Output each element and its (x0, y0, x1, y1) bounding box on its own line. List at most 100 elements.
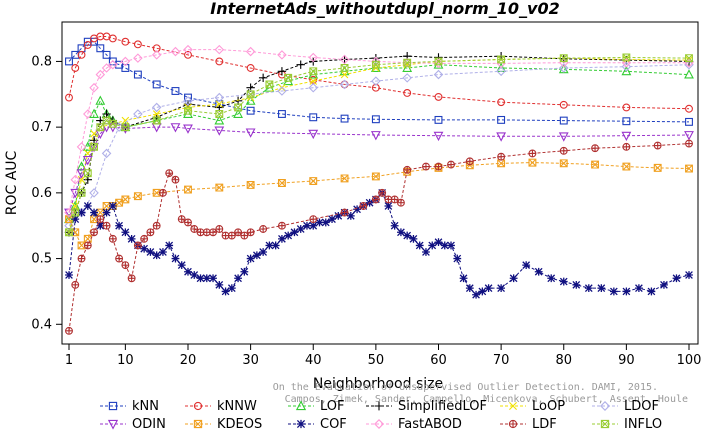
data-point (559, 54, 568, 63)
data-point (453, 254, 462, 263)
data-point (70, 174, 81, 185)
legend-entry-simplifiedlof: SimplifiedLOF (366, 399, 487, 414)
data-point (177, 261, 186, 270)
data-point (76, 142, 87, 152)
data-point (202, 274, 211, 283)
data-point (183, 96, 193, 106)
data-point (203, 228, 211, 236)
data-point (159, 189, 167, 197)
data-point (108, 401, 118, 411)
data-point (259, 225, 267, 233)
legend-label: KDEOS (217, 417, 262, 432)
data-point (295, 400, 307, 411)
data-point (171, 254, 180, 263)
data-point (82, 156, 93, 166)
data-point (558, 63, 569, 73)
data-point (245, 95, 256, 105)
legend-label: LOF (320, 399, 345, 414)
data-point (447, 161, 455, 168)
x-tick-label: 90 (618, 353, 635, 368)
data-point (403, 231, 412, 240)
data-point (609, 287, 618, 296)
legend-label: kNN (132, 399, 159, 414)
data-point (159, 248, 167, 256)
data-point (278, 234, 286, 243)
y-tick-label: 0.4 (31, 317, 52, 332)
data-point (315, 218, 324, 227)
data-point (258, 73, 268, 83)
legend-label: LDF (532, 417, 557, 432)
data-point (71, 208, 80, 217)
data-point (115, 221, 124, 230)
y-tick-label: 0.7 (31, 120, 52, 135)
series-line (68, 126, 690, 213)
data-point (296, 419, 306, 429)
data-point (374, 401, 384, 411)
legend-label: LoOP (532, 399, 565, 414)
data-point (465, 284, 474, 293)
data-point (172, 176, 179, 184)
legend-entry-knnw: kNNW (185, 399, 257, 414)
legend-entry-odin: ODIN (100, 417, 166, 432)
data-point (121, 228, 130, 237)
data-point (246, 64, 255, 72)
data-point (133, 70, 142, 79)
data-point (309, 215, 317, 223)
data-point (622, 117, 631, 126)
data-point (560, 147, 568, 155)
y-tick-label: 0.5 (31, 252, 52, 267)
data-point (71, 202, 80, 210)
data-point (193, 419, 203, 429)
legend-label: LDOF (624, 399, 659, 414)
x-tick-label: 1 (65, 353, 73, 368)
data-point (234, 228, 242, 236)
data-point (391, 196, 399, 203)
data-point (415, 241, 424, 250)
x-tick-label: 30 (242, 353, 259, 368)
data-point (278, 222, 286, 230)
data-point (403, 89, 412, 97)
data-point (397, 228, 405, 237)
legend-label: ODIN (132, 417, 166, 432)
data-point (209, 274, 217, 283)
data-point (685, 117, 693, 126)
data-point (89, 188, 99, 198)
data-point (428, 241, 437, 250)
data-point (184, 267, 192, 276)
data-point (209, 228, 217, 236)
data-point (215, 57, 224, 66)
data-point (121, 64, 130, 72)
data-point (165, 169, 173, 177)
data-point (71, 215, 80, 224)
data-point (183, 44, 193, 55)
data-point (71, 281, 79, 289)
data-point (346, 211, 355, 220)
data-point (214, 92, 225, 103)
data-point (108, 202, 117, 210)
data-point (353, 205, 361, 214)
data-point (133, 192, 142, 201)
data-point (591, 144, 599, 152)
data-point (146, 248, 155, 256)
data-point (96, 44, 105, 53)
data-point (71, 64, 80, 72)
data-point (309, 77, 318, 85)
data-point (77, 188, 86, 197)
x-tick-label: 100 (677, 353, 702, 368)
data-point (190, 225, 198, 233)
data-point (647, 287, 656, 296)
data-point (101, 63, 112, 73)
data-point (107, 419, 119, 430)
x-tick-label: 10 (117, 353, 134, 368)
data-point (246, 106, 255, 115)
data-point (684, 131, 694, 141)
data-point (308, 129, 319, 140)
data-point (435, 163, 442, 170)
data-point (547, 274, 556, 283)
data-point (390, 221, 399, 230)
legend-entry-cof: COF (288, 417, 347, 432)
data-point (133, 40, 142, 49)
legend-label: COF (320, 417, 347, 432)
data-point (265, 80, 274, 89)
